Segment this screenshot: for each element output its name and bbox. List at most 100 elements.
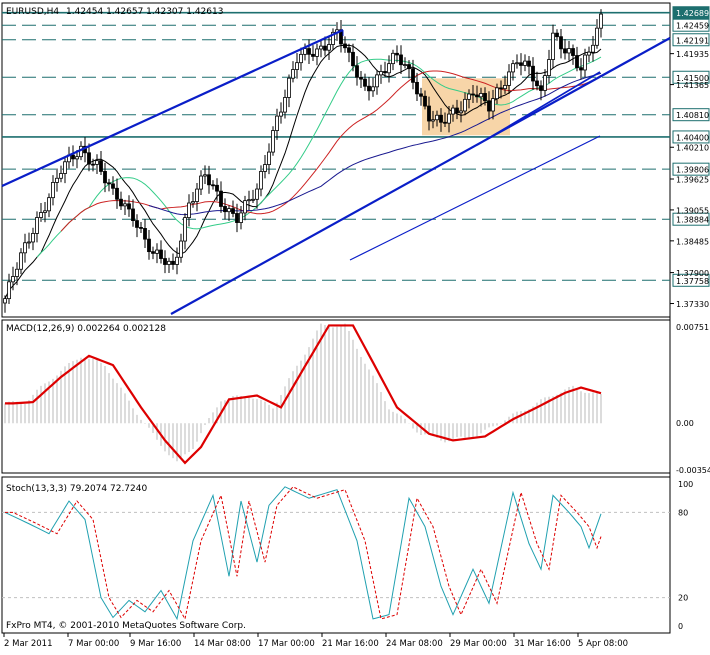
candle-body bbox=[7, 281, 11, 300]
candle-body bbox=[111, 183, 115, 189]
candle-body bbox=[431, 119, 435, 122]
candle-body bbox=[427, 105, 431, 122]
price-tick-label: 1.39055 bbox=[676, 206, 709, 215]
candle-body bbox=[151, 251, 155, 254]
level-tag-label: 1.40810 bbox=[676, 111, 709, 120]
stoch-tick-label: 0 bbox=[678, 622, 683, 631]
candle-body bbox=[107, 182, 111, 185]
candle-body bbox=[411, 68, 415, 83]
candle-body bbox=[467, 93, 471, 100]
time-tick-label: 14 Mar 08:00 bbox=[194, 639, 251, 649]
candle-body bbox=[51, 182, 55, 199]
candle-body bbox=[471, 93, 475, 96]
candle-body bbox=[499, 87, 503, 90]
candle-body bbox=[567, 48, 571, 54]
panel-frames bbox=[1, 2, 671, 634]
candle-body bbox=[283, 97, 287, 113]
candle-body bbox=[563, 48, 567, 54]
candle-body bbox=[203, 174, 207, 177]
price-tick-label: 1.37900 bbox=[676, 269, 709, 278]
candle-body bbox=[523, 60, 527, 66]
candle-body bbox=[227, 208, 231, 213]
candle-body bbox=[199, 175, 203, 190]
candle-body bbox=[367, 85, 371, 92]
candle-body bbox=[243, 200, 247, 214]
price-tick-label: 1.41935 bbox=[676, 50, 709, 59]
trend-lines bbox=[1, 28, 671, 315]
macd-label: MACD(12,26,9) 0.002264 0.002128 bbox=[6, 324, 166, 334]
candle-body bbox=[143, 228, 147, 240]
candle-body bbox=[271, 130, 275, 153]
candle-body bbox=[251, 198, 255, 201]
candle-body bbox=[383, 71, 387, 74]
stoch-panel-frame bbox=[1, 476, 671, 634]
stoch-tick-label: 80 bbox=[678, 508, 688, 517]
candle-body bbox=[475, 94, 479, 98]
candle-body bbox=[423, 95, 427, 107]
candle-body bbox=[515, 62, 519, 65]
candle-body bbox=[23, 242, 27, 254]
candle-body bbox=[179, 240, 183, 258]
candle-body bbox=[123, 203, 127, 207]
candle-body bbox=[115, 187, 119, 200]
candle-body bbox=[599, 13, 603, 29]
price-tick-label: 1.41365 bbox=[676, 81, 709, 90]
candle-body bbox=[247, 199, 251, 202]
candle-body bbox=[211, 184, 215, 187]
level-tag-box bbox=[672, 18, 710, 32]
candle-body bbox=[127, 203, 131, 210]
candle-body bbox=[443, 121, 447, 124]
level-tag-label: 1.39806 bbox=[676, 166, 709, 175]
symbol-label: EURUSD,H4 bbox=[6, 7, 59, 17]
candle-body bbox=[375, 74, 379, 88]
level-tag-label: 1.42459 bbox=[676, 22, 709, 31]
ohlc-label: 1.42454 1.42657 1.42307 1.42613 bbox=[66, 7, 223, 17]
stoch-label: Stoch(13,3,3) 79.2074 72.7240 bbox=[6, 484, 147, 494]
candle-body bbox=[303, 48, 307, 55]
candle-body bbox=[103, 171, 107, 184]
level-tag-box bbox=[672, 33, 710, 47]
stochastic-series bbox=[2, 486, 670, 621]
level-tag-box bbox=[672, 212, 710, 226]
candle-body bbox=[527, 60, 531, 67]
level-tag-label: 1.37758 bbox=[676, 277, 709, 286]
trend-line bbox=[1, 28, 344, 188]
candle-body bbox=[175, 256, 179, 265]
candle-body bbox=[327, 44, 331, 51]
macd-tick-label: 0.00751 bbox=[676, 323, 709, 332]
candle-body bbox=[407, 64, 411, 70]
candle-body bbox=[263, 164, 267, 172]
time-tick-label: 24 Mar 08:00 bbox=[386, 639, 443, 649]
macd-signal-line bbox=[5, 324, 602, 465]
candle-body bbox=[351, 51, 355, 67]
candle-body bbox=[539, 85, 543, 91]
candle-body bbox=[35, 217, 39, 234]
candle-body bbox=[439, 114, 443, 123]
time-tick-label: 9 Mar 16:00 bbox=[130, 639, 181, 649]
candle-body bbox=[511, 63, 515, 73]
candle-body bbox=[39, 212, 43, 218]
candle-body bbox=[359, 76, 363, 80]
candle-body bbox=[223, 206, 227, 213]
candle-body bbox=[3, 298, 7, 304]
candlesticks bbox=[3, 9, 603, 313]
horizontal-level-lines bbox=[2, 11, 670, 281]
candle-body bbox=[19, 252, 23, 270]
candle-body bbox=[27, 241, 31, 244]
candle-body bbox=[547, 59, 551, 76]
candle-body bbox=[559, 36, 563, 50]
candle-body bbox=[171, 260, 175, 265]
candle-body bbox=[379, 71, 383, 76]
candle-body bbox=[463, 98, 467, 112]
macd-tick-label: -0.00354 bbox=[676, 466, 710, 475]
candle-body bbox=[315, 48, 319, 57]
candle-body bbox=[583, 54, 587, 71]
level-tag-label: 1.38884 bbox=[676, 216, 709, 225]
candle-body bbox=[91, 163, 95, 166]
candle-body bbox=[483, 93, 487, 102]
candle-body bbox=[239, 212, 243, 223]
candle-body bbox=[435, 114, 439, 121]
trend-line bbox=[349, 135, 601, 261]
candle-body bbox=[503, 85, 507, 90]
